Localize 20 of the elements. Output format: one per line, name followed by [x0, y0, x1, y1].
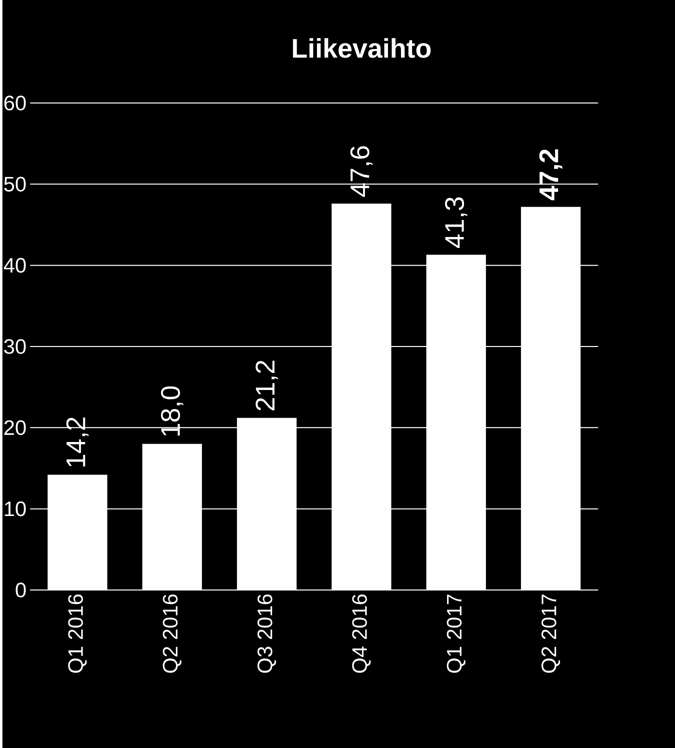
y-tick-label: 30 — [4, 339, 26, 354]
y-tick-label: 40 — [4, 258, 26, 273]
x-tick-label: Q1 2017 — [446, 594, 466, 673]
x-tick-label: Q2 2017 — [541, 594, 560, 673]
data-label: 18,0 — [160, 386, 183, 436]
data-label: 47,2 — [539, 149, 562, 200]
y-tick-label: 0 — [16, 582, 26, 598]
data-label: 14,2 — [66, 418, 88, 466]
y-tick-label: 60 — [4, 96, 26, 110]
x-tick-label: Q2 2016 — [162, 594, 182, 673]
data-label: 47,6 — [350, 146, 372, 197]
x-tick-label: Q4 2016 — [352, 594, 371, 673]
x-tick-label: Q1 2016 — [68, 594, 87, 673]
y-tick-label: 50 — [4, 176, 26, 192]
y-tick-label: 20 — [4, 420, 26, 436]
data-label: 41,3 — [444, 197, 467, 248]
data-label: 21,2 — [255, 360, 278, 410]
x-tick-label: Q3 2016 — [257, 594, 276, 673]
chart-title: Liikevaihto — [292, 38, 430, 58]
y-tick-label: 10 — [4, 501, 26, 516]
